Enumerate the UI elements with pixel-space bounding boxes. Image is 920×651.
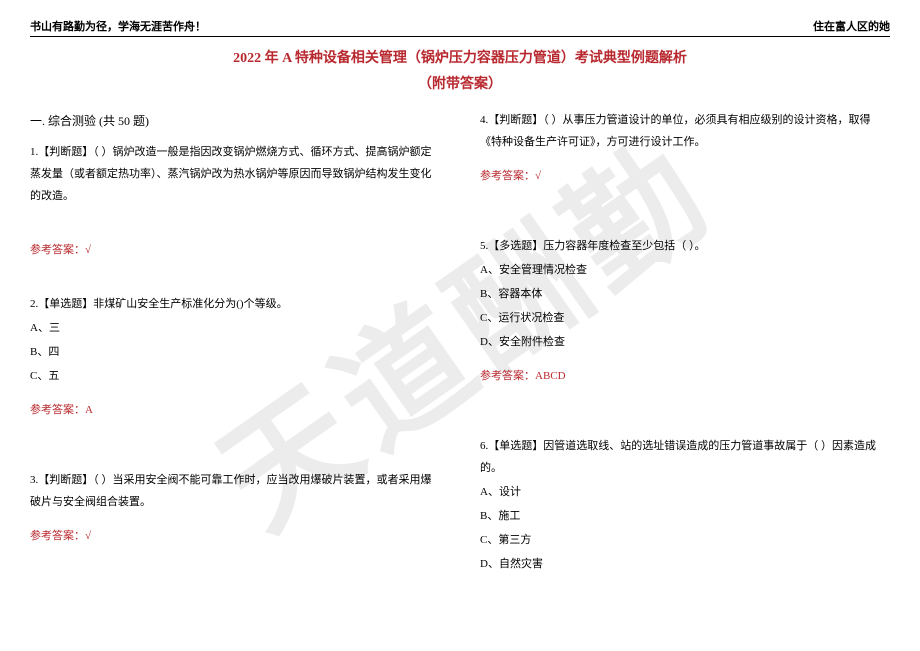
left-column: 一. 综合测验 (共 50 题) 1.【判断题】（ ）锅炉改造一般是指因改变锅炉… (30, 109, 440, 587)
question-6-optD: D、自然灾害 (480, 553, 890, 575)
question-6-text: 6.【单选题】因管道选取线、站的选址错误造成的压力管道事故属于（ ）因素造成的。 (480, 435, 890, 479)
header-right: 住在富人区的她 (813, 18, 890, 34)
question-5-optC: C、运行状况检查 (480, 307, 890, 329)
question-5: 5.【多选题】压力容器年度检查至少包括（ ）。 A、安全管理情况检查 B、容器本… (480, 235, 890, 353)
question-6-optB: B、施工 (480, 505, 890, 527)
right-column: 4.【判断题】（ ）从事压力管道设计的单位，必须具有相应级别的设计资格，取得《特… (480, 109, 890, 587)
question-1: 1.【判断题】（ ）锅炉改造一般是指因改变锅炉燃烧方式、循环方式、提高锅炉额定蒸… (30, 141, 440, 207)
question-5-optA: A、安全管理情况检查 (480, 259, 890, 281)
question-6-optA: A、设计 (480, 481, 890, 503)
question-4-answer: 参考答案：√ (480, 165, 890, 187)
question-5-answer: 参考答案：ABCD (480, 365, 890, 387)
question-5-optD: D、安全附件检查 (480, 331, 890, 353)
question-4: 4.【判断题】（ ）从事压力管道设计的单位，必须具有相应级别的设计资格，取得《特… (480, 109, 890, 153)
question-6-optC: C、第三方 (480, 529, 890, 551)
section-heading: 一. 综合测验 (共 50 题) (30, 109, 440, 133)
question-1-answer: 参考答案：√ (30, 239, 440, 261)
question-5-text: 5.【多选题】压力容器年度检查至少包括（ ）。 (480, 235, 890, 257)
question-2-optB: B、四 (30, 341, 440, 363)
question-2-optA: A、三 (30, 317, 440, 339)
document-title-line2: （附带答案） (30, 73, 890, 93)
document-title-line1: 2022 年 A 特种设备相关管理（锅炉压力容器压力管道）考试典型例题解析 (30, 47, 890, 67)
page-container: 书山有路勤为径，学海无涯苦作舟！ 住在富人区的她 2022 年 A 特种设备相关… (0, 0, 920, 605)
question-2-text: 2.【单选题】非煤矿山安全生产标准化分为()个等级。 (30, 293, 440, 315)
question-6: 6.【单选题】因管道选取线、站的选址错误造成的压力管道事故属于（ ）因素造成的。… (480, 435, 890, 575)
header-left: 书山有路勤为径，学海无涯苦作舟！ (30, 18, 206, 34)
question-3-text: 3.【判断题】（ ）当采用安全阀不能可靠工作时，应当改用爆破片装置，或者采用爆破… (30, 469, 440, 513)
question-3: 3.【判断题】（ ）当采用安全阀不能可靠工作时，应当改用爆破片装置，或者采用爆破… (30, 469, 440, 513)
question-4-text: 4.【判断题】（ ）从事压力管道设计的单位，必须具有相应级别的设计资格，取得《特… (480, 109, 890, 153)
question-3-answer: 参考答案：√ (30, 525, 440, 547)
content-columns: 一. 综合测验 (共 50 题) 1.【判断题】（ ）锅炉改造一般是指因改变锅炉… (30, 109, 890, 587)
question-1-text: 1.【判断题】（ ）锅炉改造一般是指因改变锅炉燃烧方式、循环方式、提高锅炉额定蒸… (30, 141, 440, 207)
question-2-optC: C、五 (30, 365, 440, 387)
header-row: 书山有路勤为径，学海无涯苦作舟！ 住在富人区的她 (30, 18, 890, 37)
question-5-optB: B、容器本体 (480, 283, 890, 305)
question-2: 2.【单选题】非煤矿山安全生产标准化分为()个等级。 A、三 B、四 C、五 (30, 293, 440, 387)
question-2-answer: 参考答案：A (30, 399, 440, 421)
